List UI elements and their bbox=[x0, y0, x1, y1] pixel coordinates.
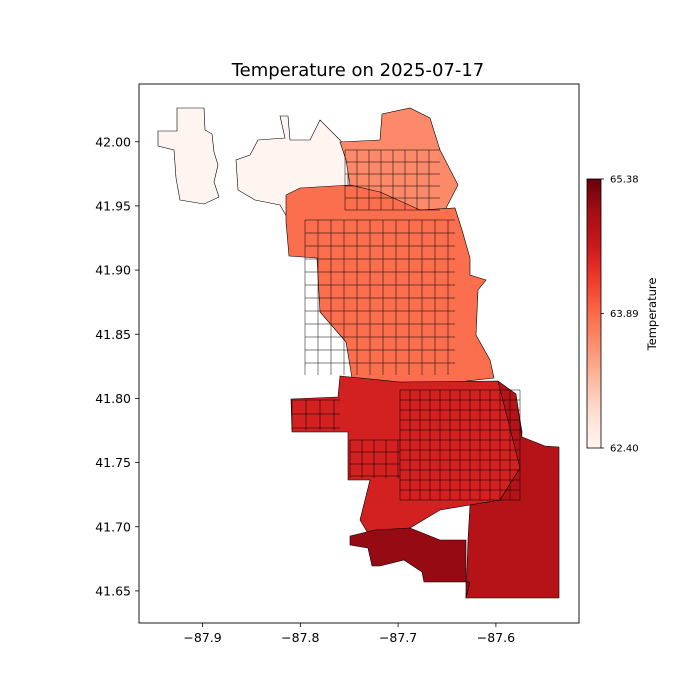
x-tick-label: −87.6 bbox=[477, 630, 515, 645]
colorbar-tick-label: 65.38 bbox=[610, 175, 639, 186]
region-far-northwest bbox=[157, 107, 220, 205]
y-tick-label: 41.90 bbox=[95, 263, 131, 278]
colorbar-tick-label: 62.40 bbox=[610, 444, 639, 455]
y-axis: 41.65 41.70 41.75 41.80 41.85 41.90 41.95 42.00 bbox=[95, 134, 139, 598]
y-tick-label: 41.95 bbox=[95, 198, 131, 213]
colorbar-tick-label: 63.89 bbox=[610, 309, 639, 320]
colorbar-ticks: 62.40 63.89 65.38 bbox=[601, 175, 639, 455]
region-far-south bbox=[349, 527, 471, 599]
region-southeast bbox=[465, 380, 560, 599]
x-tick-label: −87.7 bbox=[379, 630, 417, 645]
colorbar-ramp bbox=[586, 178, 602, 449]
y-tick-label: 41.85 bbox=[95, 327, 131, 342]
colorbar: 62.40 63.89 65.38 Temperature bbox=[586, 175, 659, 455]
x-tick-label: −87.9 bbox=[183, 630, 221, 645]
x-tick-label: −87.8 bbox=[281, 630, 319, 645]
tract-polygons bbox=[157, 107, 560, 599]
chart-title: Temperature on 2025-07-17 bbox=[231, 60, 485, 81]
colorbar-label: Temperature bbox=[645, 278, 659, 352]
region-northwest-central bbox=[285, 184, 495, 385]
y-tick-label: 41.70 bbox=[95, 519, 131, 534]
y-tick-label: 41.75 bbox=[95, 455, 131, 470]
y-tick-label: 41.65 bbox=[95, 583, 131, 598]
x-axis: −87.9 −87.8 −87.7 −87.6 bbox=[183, 623, 515, 645]
y-tick-label: 42.00 bbox=[95, 134, 131, 149]
plot-frame bbox=[138, 83, 580, 624]
y-tick-label: 41.80 bbox=[95, 391, 131, 406]
tract-boundaries bbox=[291, 149, 521, 501]
